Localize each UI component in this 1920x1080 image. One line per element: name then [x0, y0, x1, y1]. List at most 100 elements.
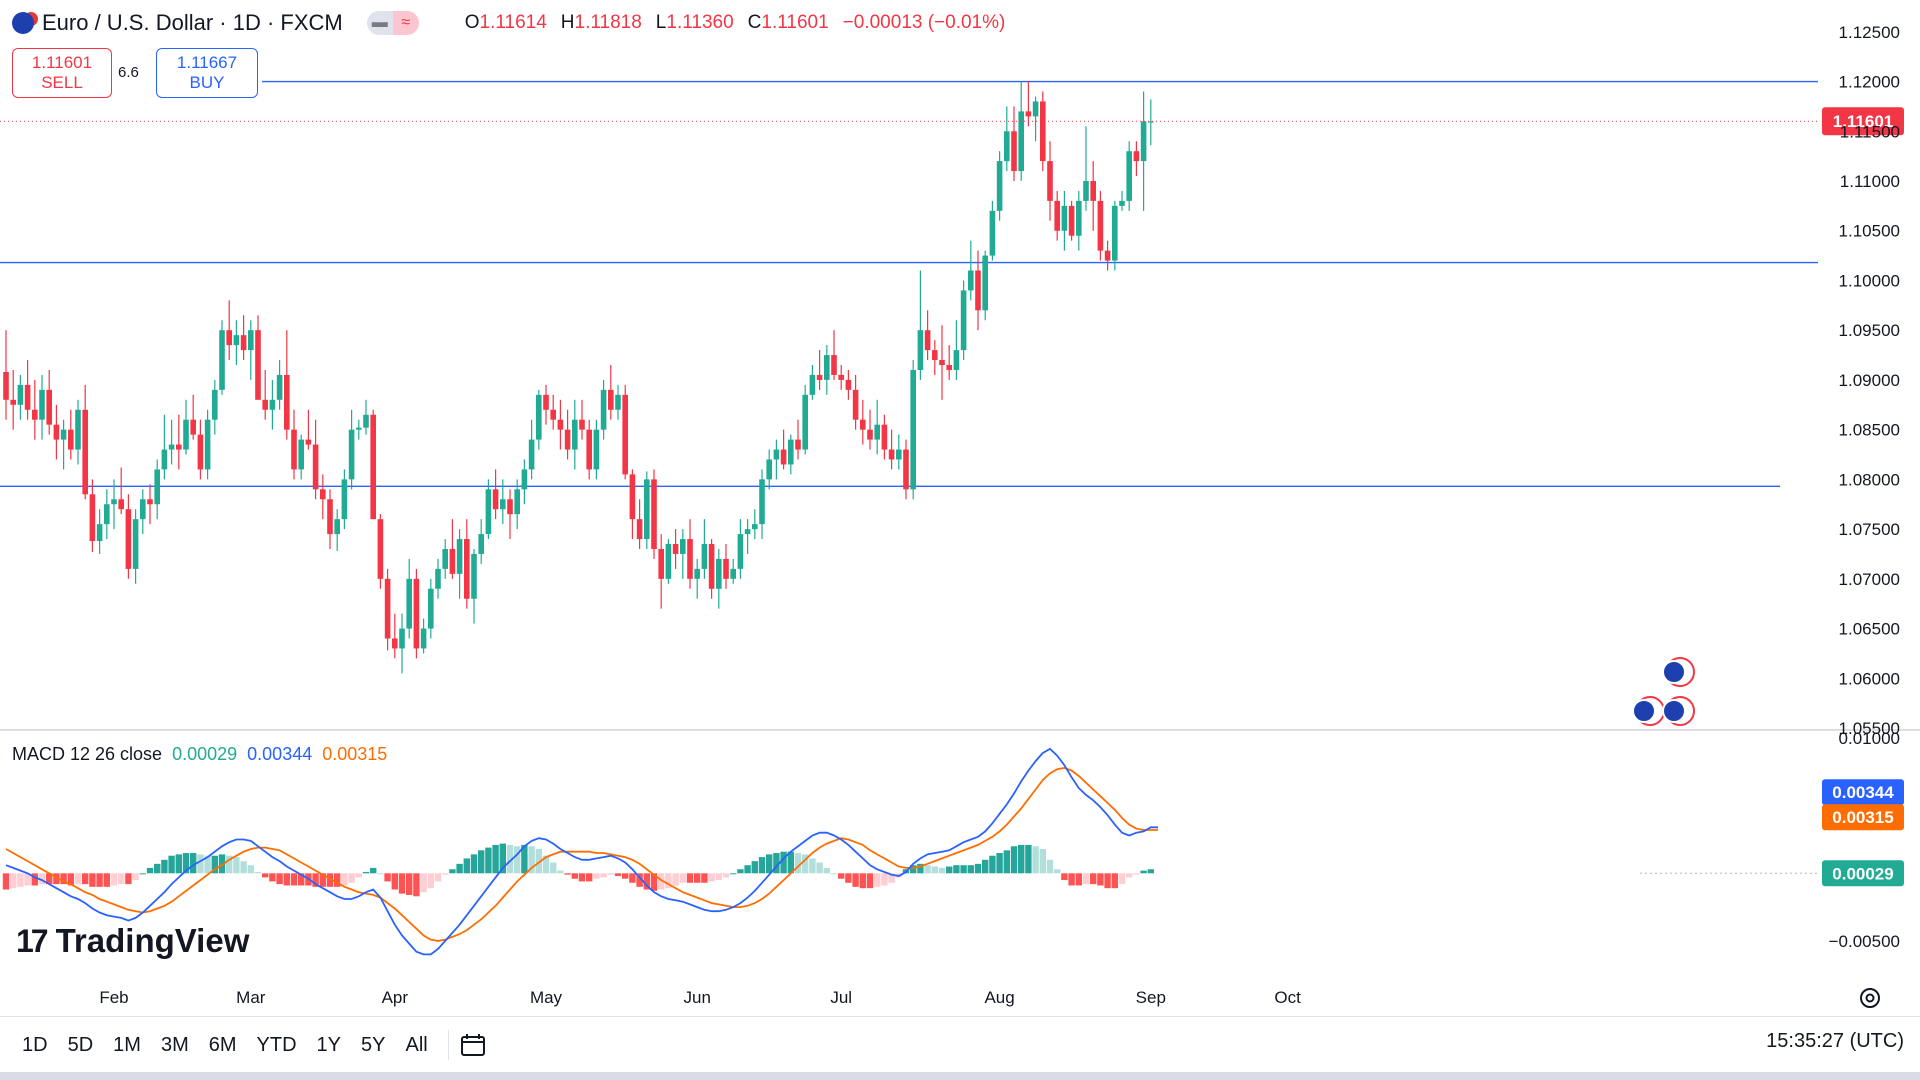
- candle-body: [557, 419, 564, 430]
- utc-clock[interactable]: 15:35:27 (UTC): [1766, 1030, 1904, 1052]
- buy-button[interactable]: 1.11667 BUY: [156, 48, 258, 98]
- candle: [327, 489, 333, 549]
- candle-body: [874, 424, 880, 440]
- macd-histogram-bar: [1133, 873, 1140, 875]
- candle-body: [17, 384, 24, 405]
- price-axis[interactable]: 1.12500 1.12000 1.11500 1.11000 1.10500 1.100…: [1839, 23, 1900, 738]
- range-button-1d[interactable]: 1D: [22, 1033, 48, 1056]
- candle-body: [924, 330, 931, 351]
- price-tick-label: 1.10500: [1839, 222, 1900, 241]
- candle-body: [132, 519, 139, 569]
- candle-body: [1025, 111, 1032, 117]
- candle-body: [485, 489, 492, 535]
- range-button-5y[interactable]: 5Y: [361, 1033, 386, 1056]
- range-button-3m[interactable]: 3M: [160, 1033, 189, 1056]
- candle-body: [680, 539, 686, 554]
- candle: [636, 499, 643, 549]
- month-label: Sep: [1136, 988, 1166, 1007]
- candle: [744, 519, 751, 554]
- horizontal-lines[interactable]: [0, 80, 1818, 488]
- macd-axis[interactable]: 0.01000 −0.00500 0.00344 0.00315 0.00029: [1822, 729, 1904, 951]
- macd-histogram-bar: [1061, 873, 1068, 881]
- approx-icon[interactable]: ≈: [392, 11, 419, 35]
- range-button-all[interactable]: All: [405, 1033, 428, 1056]
- candles: [3, 81, 1154, 674]
- visibility-toggle[interactable]: ▬ ≈: [366, 11, 419, 35]
- time-axis[interactable]: Feb Mar Apr May Jun Jul Aug Sep Oct: [99, 988, 1301, 1007]
- macd-histogram-bar: [118, 873, 125, 885]
- candle: [838, 365, 844, 390]
- candle: [82, 384, 88, 500]
- macd-histogram-bar: [751, 861, 758, 874]
- candle-body: [672, 544, 679, 554]
- tradingview-logo[interactable]: 17 TradingView: [16, 922, 249, 960]
- candle-body: [284, 374, 290, 430]
- macd-pane: [2, 747, 1818, 956]
- settings-gear-icon[interactable]: [1856, 984, 1884, 1012]
- chart-canvas[interactable]: 1.11601 1.12500 1.12000 1.11500 1.11000 1.10…: [0, 0, 1920, 1016]
- macd-histogram-bar: [1140, 870, 1147, 874]
- calendar-icon[interactable]: [459, 1032, 487, 1058]
- macd-histogram-bar: [859, 873, 866, 889]
- sell-button[interactable]: 1.11601 SELL: [12, 48, 112, 98]
- range-button-6m[interactable]: 6M: [208, 1033, 237, 1056]
- macd-histogram-bar: [154, 863, 161, 874]
- macd-histogram-bar: [499, 843, 506, 874]
- candle-body: [903, 449, 909, 490]
- macd-histogram-bar: [1039, 848, 1046, 874]
- macd-histogram-bar: [506, 844, 514, 874]
- macd-histogram-bar: [125, 873, 132, 885]
- ohlc-close: C1.11601: [747, 12, 829, 33]
- candle-body: [917, 330, 924, 370]
- macd-histogram-bar: [838, 873, 845, 879]
- month-label: May: [530, 988, 563, 1007]
- price-tick-label: 1.08000: [1839, 470, 1900, 489]
- candle: [536, 389, 542, 450]
- macd-histogram-bar: [60, 873, 67, 885]
- range-button-1m[interactable]: 1M: [113, 1033, 141, 1056]
- price-tick-label: 1.09000: [1839, 371, 1900, 390]
- candle-body: [514, 489, 520, 515]
- status-strip: [0, 1072, 1920, 1080]
- candle: [492, 469, 499, 520]
- macd-histogram-bar: [1082, 873, 1090, 885]
- macd-histogram-bar: [168, 855, 175, 874]
- candle: [896, 434, 902, 470]
- symbol-title[interactable]: Euro / U.S. Dollar · 1D · FXCM: [42, 10, 343, 35]
- macd-histogram-bar: [290, 873, 298, 886]
- macd-histogram-bar: [96, 873, 103, 887]
- candle-body: [809, 374, 816, 395]
- symbol-header[interactable]: Euro / U.S. Dollar · 1D · FXCM ▬ ≈ O1.11…: [12, 8, 1005, 38]
- candle-body: [348, 429, 355, 480]
- candle: [960, 280, 967, 361]
- macd-histogram-bar: [254, 871, 262, 874]
- hide-icon[interactable]: ▬: [366, 11, 393, 35]
- event-markers[interactable]: [1632, 657, 1695, 726]
- candle-body: [53, 424, 60, 440]
- price-tick-label: 1.11000: [1840, 172, 1900, 191]
- candle: [485, 479, 492, 540]
- candle-body: [622, 394, 628, 475]
- macd-histogram-bar: [420, 873, 427, 893]
- range-button-ytd[interactable]: YTD: [256, 1033, 297, 1056]
- candle-body: [68, 429, 74, 450]
- candle-body: [1011, 131, 1017, 172]
- range-button-5d[interactable]: 5D: [67, 1033, 94, 1056]
- candle: [305, 409, 312, 450]
- macd-histogram-bar: [694, 873, 701, 883]
- macd-legend[interactable]: MACD 12 26 close 0.00029 0.00344 0.00315: [12, 744, 387, 765]
- candle: [219, 320, 225, 395]
- candle: [1018, 81, 1024, 182]
- candle: [226, 300, 232, 361]
- macd-histogram-bar: [31, 873, 38, 886]
- candle: [53, 404, 60, 460]
- candle-body: [1104, 250, 1111, 261]
- candle: [593, 419, 600, 480]
- candle-body: [989, 210, 996, 256]
- macd-histogram-bar: [514, 846, 521, 874]
- candle: [924, 310, 931, 361]
- range-button-1y[interactable]: 1Y: [316, 1033, 342, 1056]
- candle-body: [896, 449, 902, 460]
- candle-body: [492, 489, 499, 510]
- candle-body: [600, 389, 607, 430]
